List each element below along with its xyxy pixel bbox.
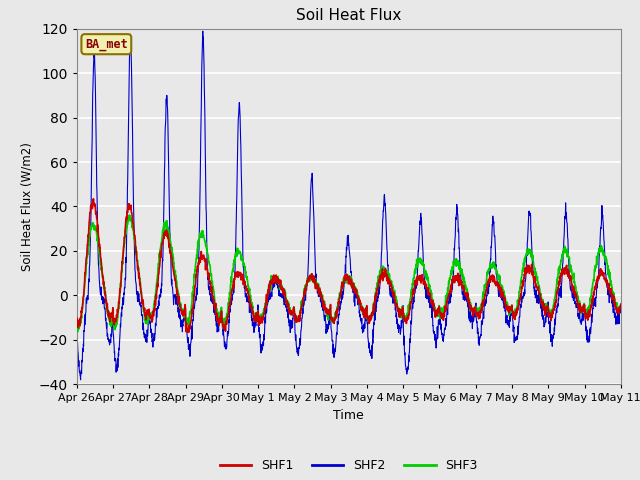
Text: BA_met: BA_met (85, 37, 128, 51)
Title: Soil Heat Flux: Soil Heat Flux (296, 9, 401, 24)
Y-axis label: Soil Heat Flux (W/m2): Soil Heat Flux (W/m2) (20, 142, 33, 271)
Legend: SHF1, SHF2, SHF3: SHF1, SHF2, SHF3 (214, 454, 483, 477)
X-axis label: Time: Time (333, 408, 364, 421)
